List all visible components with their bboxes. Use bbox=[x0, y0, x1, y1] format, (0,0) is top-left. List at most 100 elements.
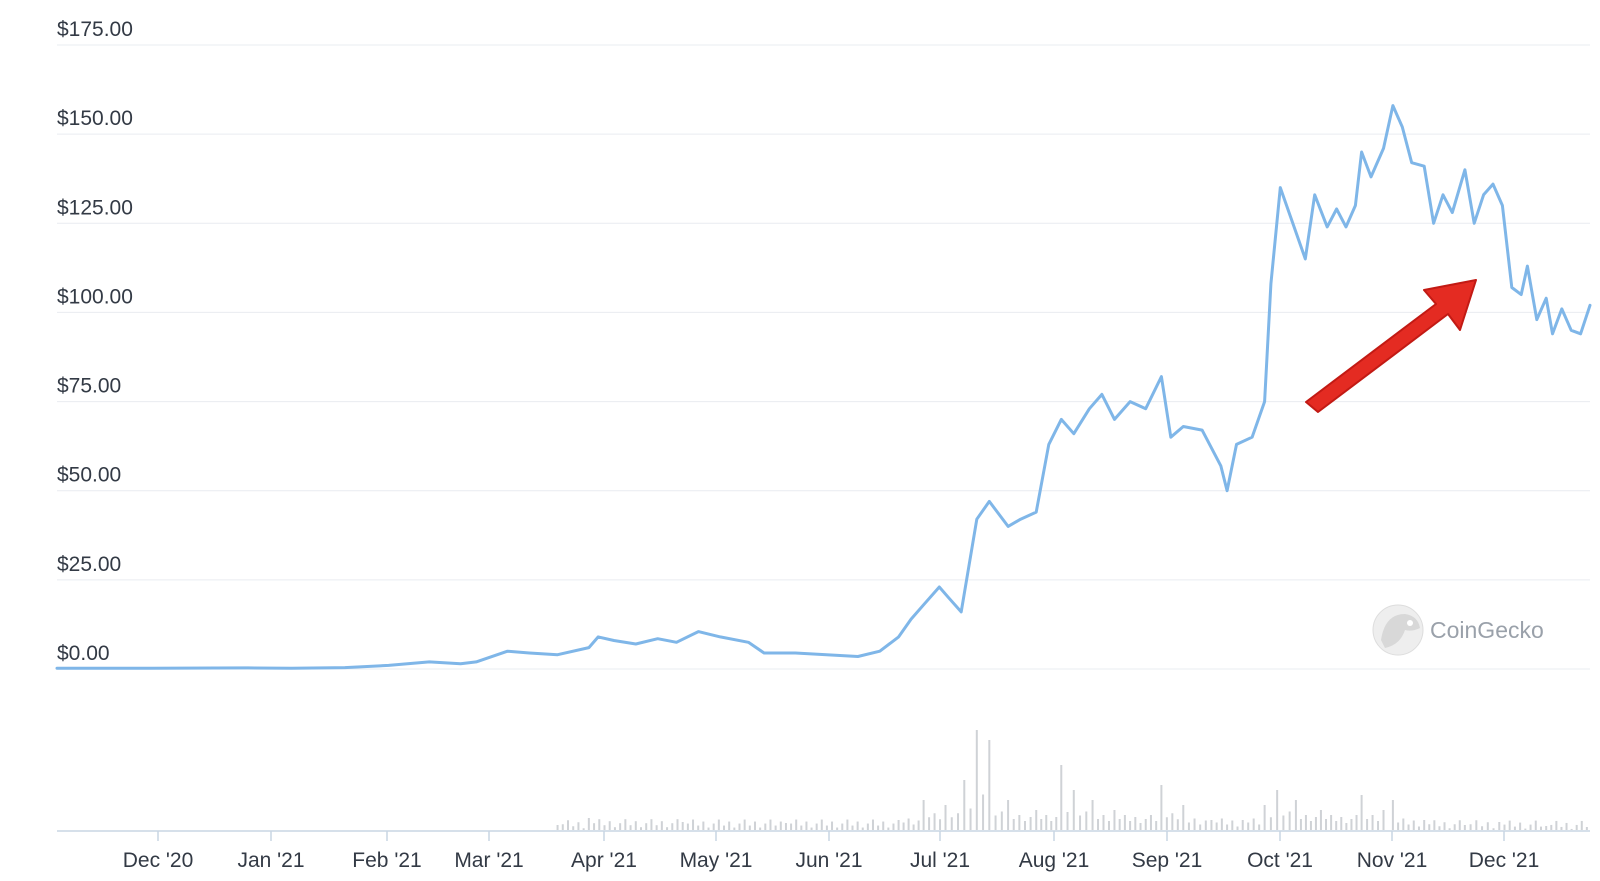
volume-bar bbox=[1539, 826, 1542, 830]
volume-bar bbox=[613, 827, 616, 830]
volume-bar bbox=[1226, 824, 1229, 830]
volume-bar bbox=[917, 820, 920, 830]
volume-bar bbox=[1299, 819, 1302, 830]
volume-bar bbox=[629, 825, 632, 830]
volume-bar bbox=[1314, 817, 1317, 830]
volume-bar bbox=[1438, 826, 1441, 830]
volume-bar bbox=[1160, 785, 1163, 830]
volume-bar bbox=[928, 817, 931, 830]
volume-bar bbox=[1366, 819, 1369, 830]
volume-bar bbox=[1165, 817, 1168, 830]
volume-bar bbox=[764, 823, 767, 830]
volume-bar bbox=[1498, 822, 1501, 830]
volume-bar bbox=[1475, 820, 1478, 830]
volume-bar bbox=[825, 825, 828, 830]
volume-bar bbox=[1012, 819, 1015, 830]
volume-bar bbox=[1433, 820, 1436, 830]
volume-bar bbox=[1529, 824, 1532, 830]
volume-bar bbox=[712, 823, 715, 830]
volume-bar bbox=[1091, 800, 1094, 830]
volume-bar bbox=[1176, 819, 1179, 830]
volume-bar bbox=[1550, 824, 1553, 830]
volume-bar bbox=[882, 821, 885, 830]
x-tick-label: Jul '21 bbox=[910, 849, 970, 872]
volume-bar bbox=[733, 827, 736, 830]
volume-bar bbox=[1580, 820, 1583, 830]
y-tick-label: $50.00 bbox=[57, 464, 121, 487]
gridlines bbox=[57, 44, 1590, 670]
annotation-arrow bbox=[1305, 279, 1477, 413]
volume-bar bbox=[897, 820, 900, 830]
volume-bar bbox=[587, 818, 590, 830]
x-axis: Dec '20 Jan '21 Feb '21 Mar '21 Apr '21 May '… bbox=[57, 830, 1590, 872]
x-tick-label: Nov '21 bbox=[1357, 849, 1428, 872]
volume-bar bbox=[1534, 820, 1537, 830]
volume-bar bbox=[892, 823, 895, 830]
volume-bar bbox=[1118, 819, 1121, 830]
volume-bar bbox=[1040, 819, 1043, 830]
volume-bar bbox=[666, 827, 669, 830]
volume-bar bbox=[1412, 820, 1415, 830]
volume-bar bbox=[1371, 815, 1374, 830]
volume-bar bbox=[1585, 827, 1588, 830]
volume-bar bbox=[1029, 817, 1032, 830]
volume-bar bbox=[728, 821, 731, 830]
gecko-logo-icon bbox=[1372, 604, 1424, 656]
volume-bar bbox=[759, 827, 762, 830]
volume-bar bbox=[1448, 828, 1451, 830]
volume-bar bbox=[1023, 821, 1026, 830]
volume-bar bbox=[634, 821, 637, 830]
volume-bar bbox=[619, 823, 622, 830]
x-tick-label: Aug '21 bbox=[1019, 849, 1090, 872]
volume-bar bbox=[820, 819, 823, 830]
volume-bar bbox=[1072, 790, 1075, 830]
volume-bar bbox=[1066, 812, 1069, 830]
volume-bar bbox=[1350, 819, 1353, 830]
volume-bar bbox=[1423, 820, 1426, 830]
volume-bar bbox=[1407, 824, 1410, 830]
volume-bar bbox=[1458, 820, 1461, 830]
volume-bar bbox=[572, 826, 575, 830]
volume-bar bbox=[1199, 824, 1202, 830]
volume-bar bbox=[650, 819, 653, 830]
volume-bar bbox=[836, 827, 839, 830]
volume-bar bbox=[950, 817, 953, 830]
volume-bar bbox=[1129, 821, 1132, 830]
volume-bar bbox=[902, 822, 905, 830]
volume-bar bbox=[681, 822, 684, 830]
volume-bar bbox=[1107, 821, 1110, 830]
volume-bar bbox=[994, 815, 997, 830]
volume-bar bbox=[1524, 828, 1527, 830]
volume-bar bbox=[877, 825, 880, 830]
volume-bar bbox=[692, 819, 695, 830]
volume-bar bbox=[1035, 810, 1038, 830]
volume-bar bbox=[846, 819, 849, 830]
x-tick-label: May '21 bbox=[680, 849, 753, 872]
volume-bar bbox=[1193, 818, 1196, 830]
volume-bar bbox=[1575, 824, 1578, 830]
volume-bar bbox=[748, 825, 751, 830]
volume-bar bbox=[944, 805, 947, 830]
volume-bar bbox=[1486, 822, 1489, 830]
volume-bar bbox=[1079, 815, 1082, 830]
y-axis-tick-labels: $0.00 $25.00 $50.00 $75.00 $100.00 $125.00 $15… bbox=[57, 18, 133, 665]
volume-bar bbox=[1325, 819, 1328, 830]
volume-bar bbox=[676, 819, 679, 830]
volume-bar bbox=[1508, 820, 1511, 830]
price-line-layer bbox=[55, 104, 1592, 670]
volume-bar bbox=[1340, 817, 1343, 830]
volume-bar bbox=[1269, 817, 1272, 830]
x-tick-label: Apr '21 bbox=[571, 849, 637, 872]
volume-bar bbox=[831, 821, 834, 830]
volume-bar bbox=[1000, 811, 1003, 830]
volume-bar bbox=[939, 819, 942, 830]
volume-bar bbox=[1134, 817, 1137, 830]
volume-bar bbox=[1139, 823, 1142, 830]
volume-bar bbox=[753, 821, 756, 830]
volume-bar bbox=[907, 818, 910, 830]
volume-bar bbox=[1123, 815, 1126, 830]
volume-bar bbox=[1360, 795, 1363, 830]
volume-bar bbox=[671, 823, 674, 830]
volume-bar bbox=[1144, 819, 1147, 830]
